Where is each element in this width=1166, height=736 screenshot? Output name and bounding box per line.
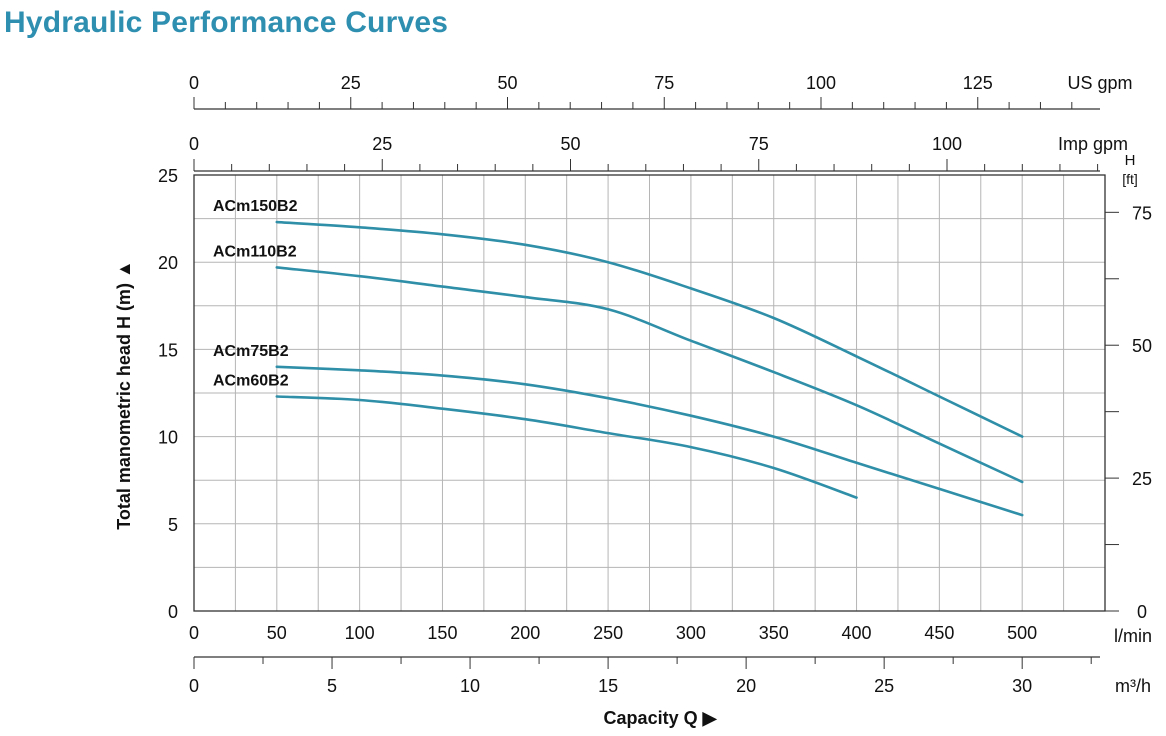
x-tick-label: 500	[1007, 623, 1037, 643]
plot-frame	[193, 174, 1106, 612]
imp-gpm-tick-label: 0	[189, 134, 199, 154]
x-tick-label: 150	[427, 623, 457, 643]
x-tick-label: 350	[759, 623, 789, 643]
page-title: Hydraulic Performance Curves	[4, 6, 449, 39]
y-tick-label: 0	[168, 602, 178, 622]
series-label-ACm60B2: ACm60B2	[213, 372, 289, 389]
ft-tick-label: 25	[1132, 469, 1152, 489]
curve-ACm150B2	[275, 220, 1024, 438]
imp-gpm-tick-label: 25	[372, 134, 392, 154]
us-gpm-tick-label: 125	[963, 73, 993, 93]
us-gpm-tick-label: 50	[497, 73, 517, 93]
us-gpm-tick-label: 25	[341, 73, 361, 93]
y-tick-label: 25	[158, 166, 178, 186]
ft-tick-label: 0	[1137, 602, 1147, 622]
m3h-tick-label: 30	[1012, 676, 1032, 696]
m3h-tick-label: 25	[874, 676, 894, 696]
series-label-ACm150B2: ACm150B2	[213, 198, 298, 215]
grid	[194, 175, 1105, 611]
y-tick-label: 20	[158, 253, 178, 273]
ft-unit-label-1: H	[1125, 152, 1136, 169]
imp-gpm-tick-label: 50	[560, 134, 580, 154]
m3h-tick-label: 10	[460, 676, 480, 696]
series-label-ACm75B2: ACm75B2	[213, 343, 289, 360]
m3h-tick-label: 20	[736, 676, 756, 696]
x-axis-label: Capacity Q ▶	[604, 708, 718, 728]
plot-border	[193, 174, 1106, 612]
x-tick-label: 400	[842, 623, 872, 643]
axes: 0 50 100 150 200 250 300 350 400 450 500 l/min05101…	[114, 73, 1152, 728]
curve-ACm60B2	[275, 395, 858, 499]
us-gpm-tick-label: 100	[806, 73, 836, 93]
y-tick-label: 5	[168, 515, 178, 535]
x-tick-label: 200	[510, 623, 540, 643]
ft-tick-label: 75	[1132, 203, 1152, 223]
y-tick-label: 15	[158, 340, 178, 360]
curves	[275, 220, 1024, 517]
m3h-tick-label: 15	[598, 676, 618, 696]
x-tick-label: 250	[593, 623, 623, 643]
y-tick-label: 10	[158, 428, 178, 448]
ft-tick-label: 50	[1132, 336, 1152, 356]
curve-ACm75B2	[275, 365, 1024, 517]
x-unit-label: l/min	[1114, 626, 1152, 646]
m3h-unit-label: m³/h	[1115, 676, 1151, 696]
x-tick-label: 100	[345, 623, 375, 643]
us-gpm-tick-label: 75	[654, 73, 674, 93]
x-tick-label: 0	[189, 623, 199, 643]
imp-gpm-tick-label: 100	[932, 134, 962, 154]
x-tick-label: 450	[924, 623, 954, 643]
us-gpm-tick-label: 0	[189, 73, 199, 93]
imp-gpm-tick-label: 75	[749, 134, 769, 154]
ft-unit-label-2: [ft]	[1122, 171, 1138, 187]
series-label-ACm110B2: ACm110B2	[213, 243, 297, 260]
x-tick-label: 300	[676, 623, 706, 643]
y-axis-label: Total manometric head H (m) ▲	[114, 260, 134, 530]
x-tick-label: 50	[267, 623, 287, 643]
us-gpm-unit-label: US gpm	[1067, 73, 1132, 93]
labels: ACm150B2 ACm110B2 ACm75B2 ACm60B2	[213, 198, 298, 389]
m3h-tick-label: 0	[189, 676, 199, 696]
curve-ACm110B2	[275, 266, 1024, 484]
m3h-tick-label: 5	[327, 676, 337, 696]
imp-gpm-unit-label: Imp gpm	[1058, 134, 1128, 154]
